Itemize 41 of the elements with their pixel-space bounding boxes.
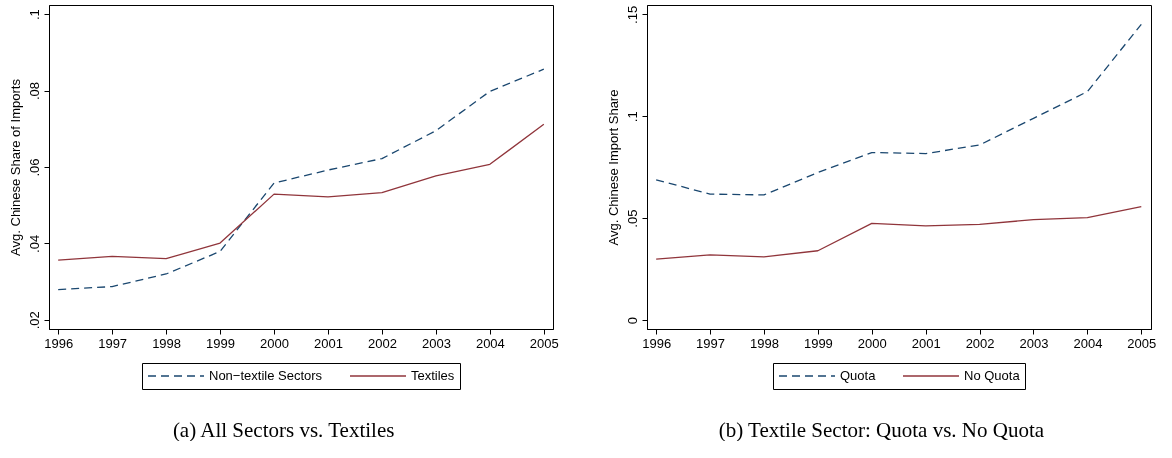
legend-label: Non−textile Sectors [209, 368, 323, 383]
line-series [655, 205, 1142, 260]
line-series [57, 123, 545, 261]
y-axis-title: Avg. Chinese Import Share [605, 89, 621, 246]
text: (a) All Sectors vs. Textiles [172, 417, 395, 442]
x-tick-label: 1996 [642, 335, 672, 351]
x-tick-label: 1998 [152, 335, 182, 351]
y-tick-label: .04 [26, 234, 42, 253]
line-series [655, 23, 1142, 196]
x-tick-label: 2000 [857, 335, 887, 351]
y-tick-label: .08 [26, 82, 42, 101]
y-tick-label: .02 [26, 311, 42, 330]
y-tick-label: .06 [26, 158, 42, 177]
x-tick-label: 2002 [367, 335, 397, 351]
y-tick-label: .15 [624, 5, 640, 24]
x-tick-label: 2004 [1073, 335, 1103, 351]
y-tick-label: 0 [624, 316, 640, 325]
x-tick-label: 1998 [750, 335, 779, 351]
x-tick-label: 1996 [44, 335, 74, 351]
x-tick-label: 1997 [98, 335, 128, 351]
x-tick-label: 2000 [260, 335, 289, 351]
line-series [57, 68, 545, 291]
x-tick-label: 1999 [206, 335, 236, 351]
x-tick-label: 2002 [965, 335, 995, 351]
x-tick-label: 2004 [475, 335, 505, 351]
x-tick-label: 2003 [421, 335, 451, 351]
x-tick-label: 2001 [314, 335, 343, 351]
x-tick-label: 2001 [911, 335, 941, 351]
x-tick-label: 2005 [529, 335, 559, 351]
x-tick-label: 1999 [803, 335, 833, 351]
legend-label: No Quota [964, 368, 1021, 383]
x-tick-label: 2003 [1019, 335, 1049, 351]
legend-label: Textiles [411, 368, 455, 383]
x-tick-label: 2005 [1127, 335, 1157, 351]
y-tick-label: .05 [624, 209, 640, 228]
text: (b) Textile Sector: Quota vs. No Quota [718, 417, 1045, 442]
y-tick-label: .1 [624, 111, 640, 123]
x-tick-label: 1997 [696, 335, 726, 351]
legend-label: Quota [840, 368, 877, 383]
y-tick-label: .1 [26, 9, 42, 21]
y-axis-title: Avg. Chinese Share of Imports [7, 78, 23, 256]
